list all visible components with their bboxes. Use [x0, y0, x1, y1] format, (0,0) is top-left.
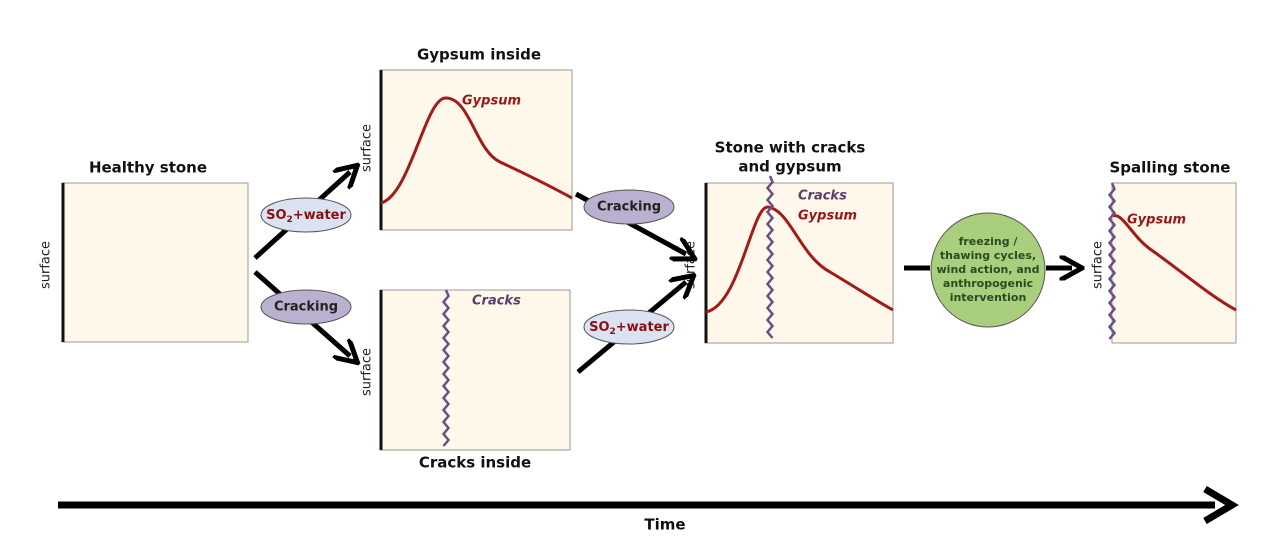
panel-title: Cracks inside [419, 454, 531, 472]
process-oval [583, 309, 675, 345]
process-label: Cracking [597, 200, 661, 215]
surface-label: surface [360, 124, 375, 172]
process-oval [583, 189, 675, 225]
surface-label: surface [1091, 241, 1106, 289]
panel [379, 69, 573, 231]
process-label: SO2+water [589, 320, 669, 337]
gypsum-curve [705, 205, 894, 314]
process-oval [260, 197, 352, 233]
panel [704, 182, 894, 344]
weathering-line: wind action, and [937, 263, 1040, 276]
process-oval [260, 289, 352, 325]
panel [1111, 182, 1237, 344]
panel [61, 182, 249, 343]
gypsum-label: Gypsum [462, 94, 521, 109]
surface-label: surface [39, 241, 54, 289]
panel-title: Stone with cracks [715, 139, 866, 157]
gypsum-label: Gypsum [1127, 213, 1186, 228]
crack [1107, 182, 1117, 340]
gypsum-curve [380, 96, 573, 205]
weathering-line: intervention [950, 291, 1027, 304]
gypsum-curve [1112, 214, 1237, 312]
time-label: Time [644, 516, 685, 534]
panel [379, 289, 571, 451]
panel-title: and gypsum [738, 158, 841, 176]
weathering-circle [930, 212, 1046, 328]
process-label: SO2+water [266, 208, 346, 225]
panel-title: Spalling stone [1110, 159, 1231, 177]
weathering-line: anthropogenic [943, 277, 1033, 290]
process-label: Cracking [274, 300, 338, 315]
time-arrowhead [1203, 485, 1239, 525]
crack [441, 289, 451, 447]
crack [765, 175, 775, 339]
cracks-label: Cracks [472, 294, 521, 309]
gypsum-label: Gypsum [798, 209, 857, 224]
cracks-label: Cracks [798, 189, 847, 204]
surface-label: surface [360, 348, 375, 396]
weathering-line: thawing cycles, [940, 249, 1036, 262]
panel-title: Healthy stone [89, 159, 207, 177]
weathering-line: freezing / [959, 235, 1019, 248]
weathering-text: freezing /thawing cycles,wind action, an… [937, 235, 1040, 304]
panel-title: Gypsum inside [417, 46, 541, 64]
